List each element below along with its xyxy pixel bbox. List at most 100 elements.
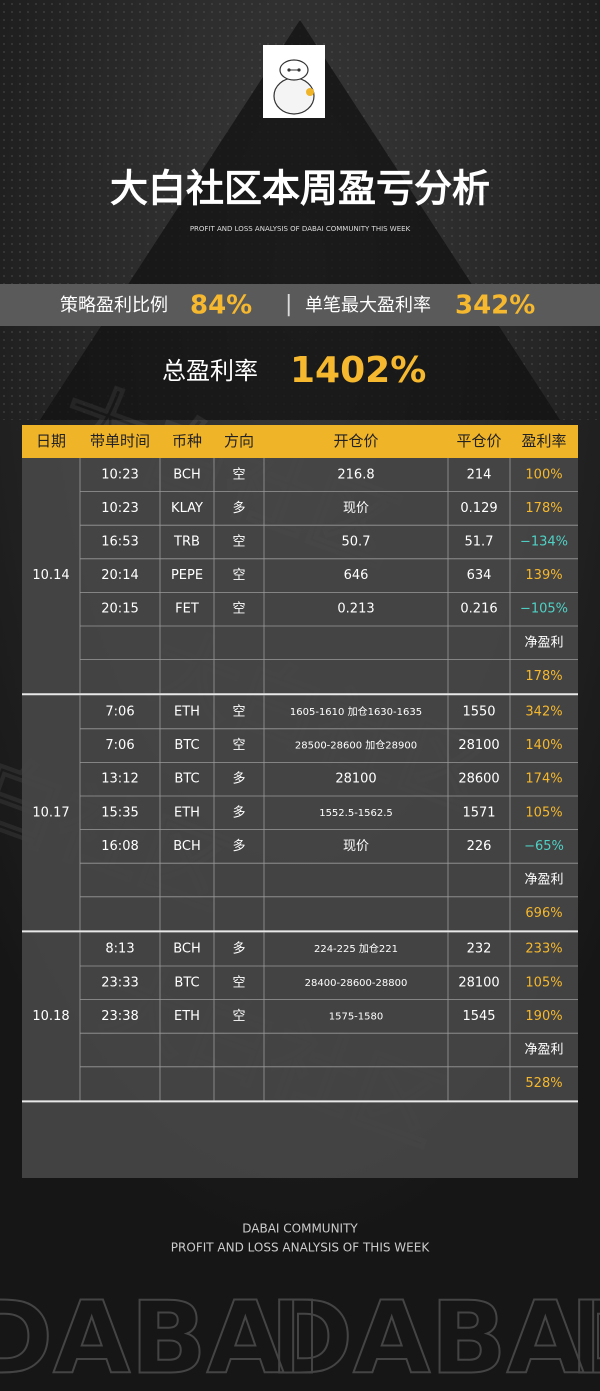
- cell: 232: [467, 942, 492, 957]
- cell: 28400-28600-28800: [305, 978, 408, 989]
- cell: 20:15: [101, 602, 138, 617]
- total-value: 1402%: [290, 350, 426, 391]
- date-cell: 10.18: [32, 1009, 69, 1024]
- cell: 1545: [462, 1009, 495, 1024]
- net-value: 696%: [525, 906, 562, 921]
- footer-line1: DABAI COMMUNITY: [242, 1222, 358, 1236]
- cell: 空: [232, 467, 245, 482]
- cell: ETH: [174, 1009, 200, 1024]
- cell: 15:35: [101, 805, 138, 820]
- cell: 现价: [343, 839, 369, 854]
- big-text: DABAI: [0, 1279, 321, 1391]
- net-label: 净盈利: [524, 873, 563, 888]
- cell: 空: [232, 568, 245, 583]
- cell: 28600: [458, 772, 499, 787]
- header-cell: 平仓价: [456, 432, 501, 450]
- cell: 23:33: [101, 975, 138, 990]
- cell: 28100: [458, 975, 499, 990]
- cell: 20:14: [101, 568, 138, 583]
- cell: BCH: [173, 467, 201, 482]
- ratio-value: 84%: [190, 291, 252, 321]
- rate-cell: 342%: [525, 705, 562, 720]
- net-label: 净盈利: [524, 635, 563, 650]
- cell: 0.129: [460, 501, 497, 516]
- cell: 空: [232, 602, 245, 617]
- header-cell: 带单时间: [90, 432, 150, 450]
- cell: 多: [232, 838, 245, 854]
- big-text: DABAI: [270, 1279, 600, 1391]
- cell: 10:23: [101, 467, 138, 482]
- rate-cell: 140%: [525, 738, 562, 753]
- cell: 16:08: [101, 839, 138, 854]
- cell: 214: [467, 467, 492, 482]
- footer-line2: PROFIT AND LOSS ANALYSIS OF THIS WEEK: [171, 1241, 431, 1255]
- cell: 226: [467, 839, 492, 854]
- net-label: 净盈利: [524, 1043, 563, 1058]
- cell: KLAY: [171, 501, 203, 516]
- cell: 空: [232, 1009, 245, 1024]
- cell: 224-225 加仓221: [314, 942, 398, 955]
- max-label: 单笔最大盈利率: [305, 295, 431, 316]
- cell: 1571: [462, 805, 495, 820]
- cell: BTC: [174, 975, 199, 990]
- max-value: 342%: [455, 291, 535, 321]
- cell: BCH: [173, 942, 201, 957]
- cell: 空: [232, 535, 245, 550]
- title: 大白社区本周盈亏分析: [110, 167, 490, 211]
- rate-cell: 105%: [525, 975, 562, 990]
- table-body: [22, 458, 578, 1178]
- cell: 空: [232, 975, 245, 990]
- rate-cell: 190%: [525, 1009, 562, 1024]
- cell: 多: [232, 941, 245, 957]
- rate-cell: 139%: [525, 568, 562, 583]
- rate-cell: −105%: [520, 602, 568, 617]
- rate-cell: 233%: [525, 942, 562, 957]
- cell: 216.8: [337, 467, 374, 482]
- header-cell: 盈利率: [521, 432, 566, 450]
- net-value: 528%: [525, 1076, 562, 1091]
- stats-bar: [0, 284, 600, 326]
- subtitle: PROFIT AND LOSS ANALYSIS OF DABAI COMMUN…: [190, 225, 411, 233]
- separator: |: [285, 292, 292, 317]
- rate-cell: −65%: [524, 839, 564, 854]
- rate-cell: −134%: [520, 535, 568, 550]
- cell: 8:13: [105, 942, 134, 957]
- big-text: DABAI: [570, 1279, 600, 1391]
- cell: 多: [232, 500, 245, 516]
- cell: 10:23: [101, 501, 138, 516]
- cell: 50.7: [342, 535, 371, 550]
- cell: 634: [467, 568, 492, 583]
- header-cell: 方向: [224, 432, 254, 450]
- cell: FET: [175, 602, 199, 617]
- header-cell: 币种: [172, 432, 202, 450]
- footer-big: DABAI DABAI DABAI: [0, 1278, 600, 1391]
- cell: BCH: [173, 839, 201, 854]
- header-cell: 开仓价: [333, 432, 378, 450]
- cell: 16:53: [101, 535, 138, 550]
- cell: 空: [232, 738, 245, 753]
- cell: PEPE: [171, 568, 203, 583]
- cell: 28100: [458, 738, 499, 753]
- rate-cell: 100%: [525, 467, 562, 482]
- cell: 1550: [462, 705, 495, 720]
- cell: BTC: [174, 772, 199, 787]
- cell: 1605-1610 加仓1630-1635: [290, 705, 422, 718]
- rate-cell: 178%: [525, 501, 562, 516]
- table-header: [22, 425, 578, 458]
- cell: 646: [344, 568, 369, 583]
- cell: 0.216: [460, 602, 497, 617]
- cell: TRB: [173, 535, 200, 550]
- cell: 多: [232, 771, 245, 787]
- cell: 23:38: [101, 1009, 138, 1024]
- cell: 13:12: [101, 772, 138, 787]
- net-value: 178%: [525, 669, 562, 684]
- cell: 7:06: [105, 738, 134, 753]
- cell: 7:06: [105, 705, 134, 720]
- cell: 1575-1580: [329, 1011, 384, 1022]
- rate-cell: 105%: [525, 805, 562, 820]
- total-label: 总盈利率: [162, 357, 258, 385]
- cell: 1552.5-1562.5: [319, 808, 393, 819]
- cell: 现价: [343, 501, 369, 516]
- table: 日期 带单时间 币种 方向 开仓价 平仓价 盈利率 10.14 10:23 BCH 空 216.8 21…: [22, 425, 578, 1178]
- cell: BTC: [174, 738, 199, 753]
